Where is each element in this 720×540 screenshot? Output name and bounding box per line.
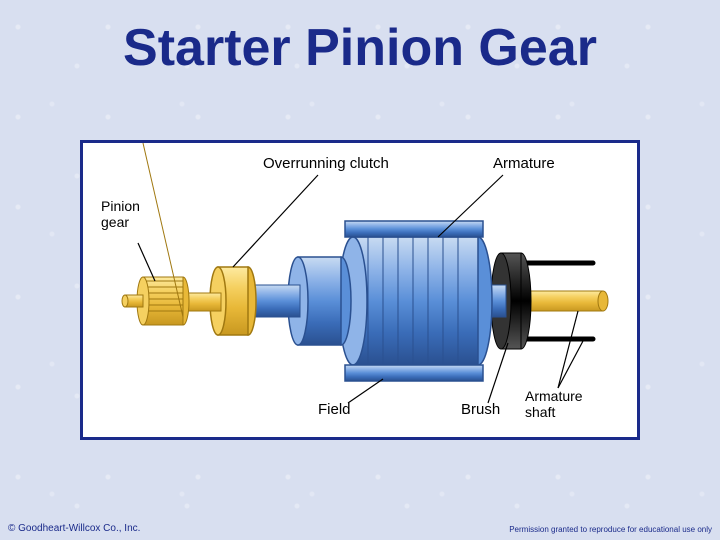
permission-text: Permission granted to reproduce for educ… [509,525,712,534]
label-armature: Armature [493,155,555,172]
label-brush: Brush [461,401,500,418]
diagram-figure: Pinion gear Overrunning clutch Armature … [80,140,640,440]
slide: Starter Pinion Gear [0,0,720,540]
label-pinion-gear: Pinion gear [101,198,140,230]
slide-title: Starter Pinion Gear [0,18,720,78]
label-field: Field [318,401,351,418]
label-overrunning-clutch: Overrunning clutch [263,155,389,172]
label-armature-shaft: Armature shaft [525,388,583,420]
copyright-text: © Goodheart-Willcox Co., Inc. [8,523,140,534]
